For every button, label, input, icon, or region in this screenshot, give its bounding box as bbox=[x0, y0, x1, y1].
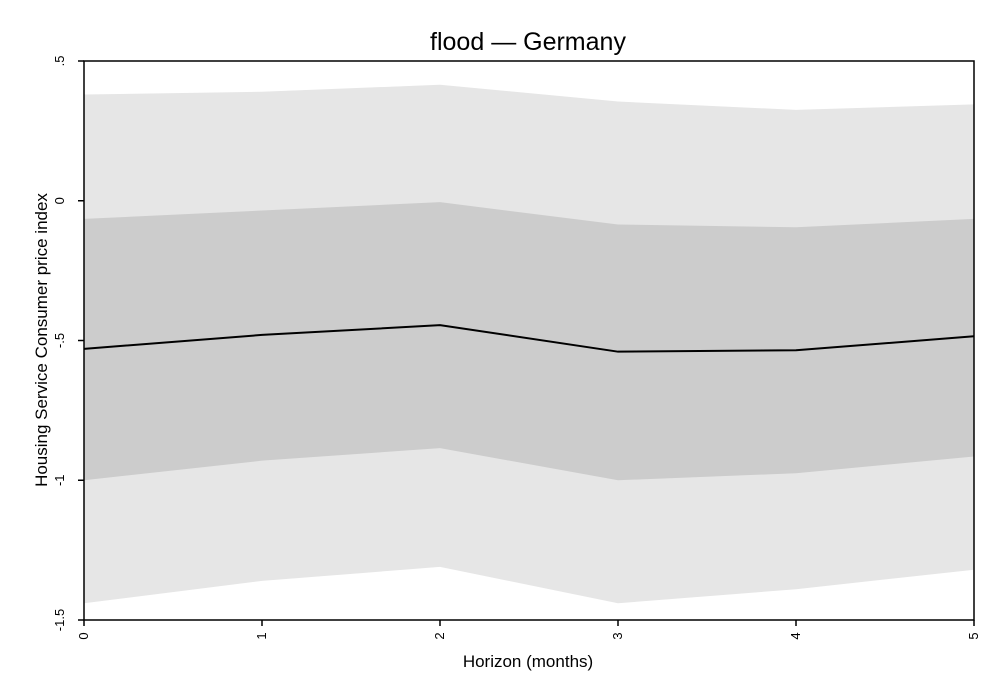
y-tick-label: -1.5 bbox=[52, 609, 67, 631]
x-tick-label: 3 bbox=[610, 632, 625, 639]
confidence-bands bbox=[84, 84, 974, 604]
x-tick-label: 2 bbox=[432, 632, 447, 639]
x-tick-label: 1 bbox=[254, 632, 269, 639]
x-tick-label: 4 bbox=[788, 632, 803, 639]
x-axis-label: Horizon (months) bbox=[463, 652, 593, 671]
series-line-0 bbox=[83, 324, 975, 353]
y-tick-label: -.5 bbox=[52, 333, 67, 348]
series-lines bbox=[83, 324, 975, 353]
x-tick-label: 0 bbox=[76, 632, 91, 639]
x-tick-label: 5 bbox=[966, 632, 981, 639]
chart-title: flood — Germany bbox=[430, 28, 626, 56]
x-axis: 0 1 2 3 4 5 bbox=[76, 620, 981, 640]
y-axis-label: Housing Service Consumer price index bbox=[32, 193, 51, 487]
y-tick-label: .5 bbox=[52, 56, 67, 67]
y-tick-label: 0 bbox=[52, 197, 67, 204]
y-tick-label: -1 bbox=[52, 474, 67, 486]
y-axis: .5 0 -.5 -1 -1.5 bbox=[52, 56, 84, 631]
inner-confidence-band bbox=[84, 202, 974, 481]
